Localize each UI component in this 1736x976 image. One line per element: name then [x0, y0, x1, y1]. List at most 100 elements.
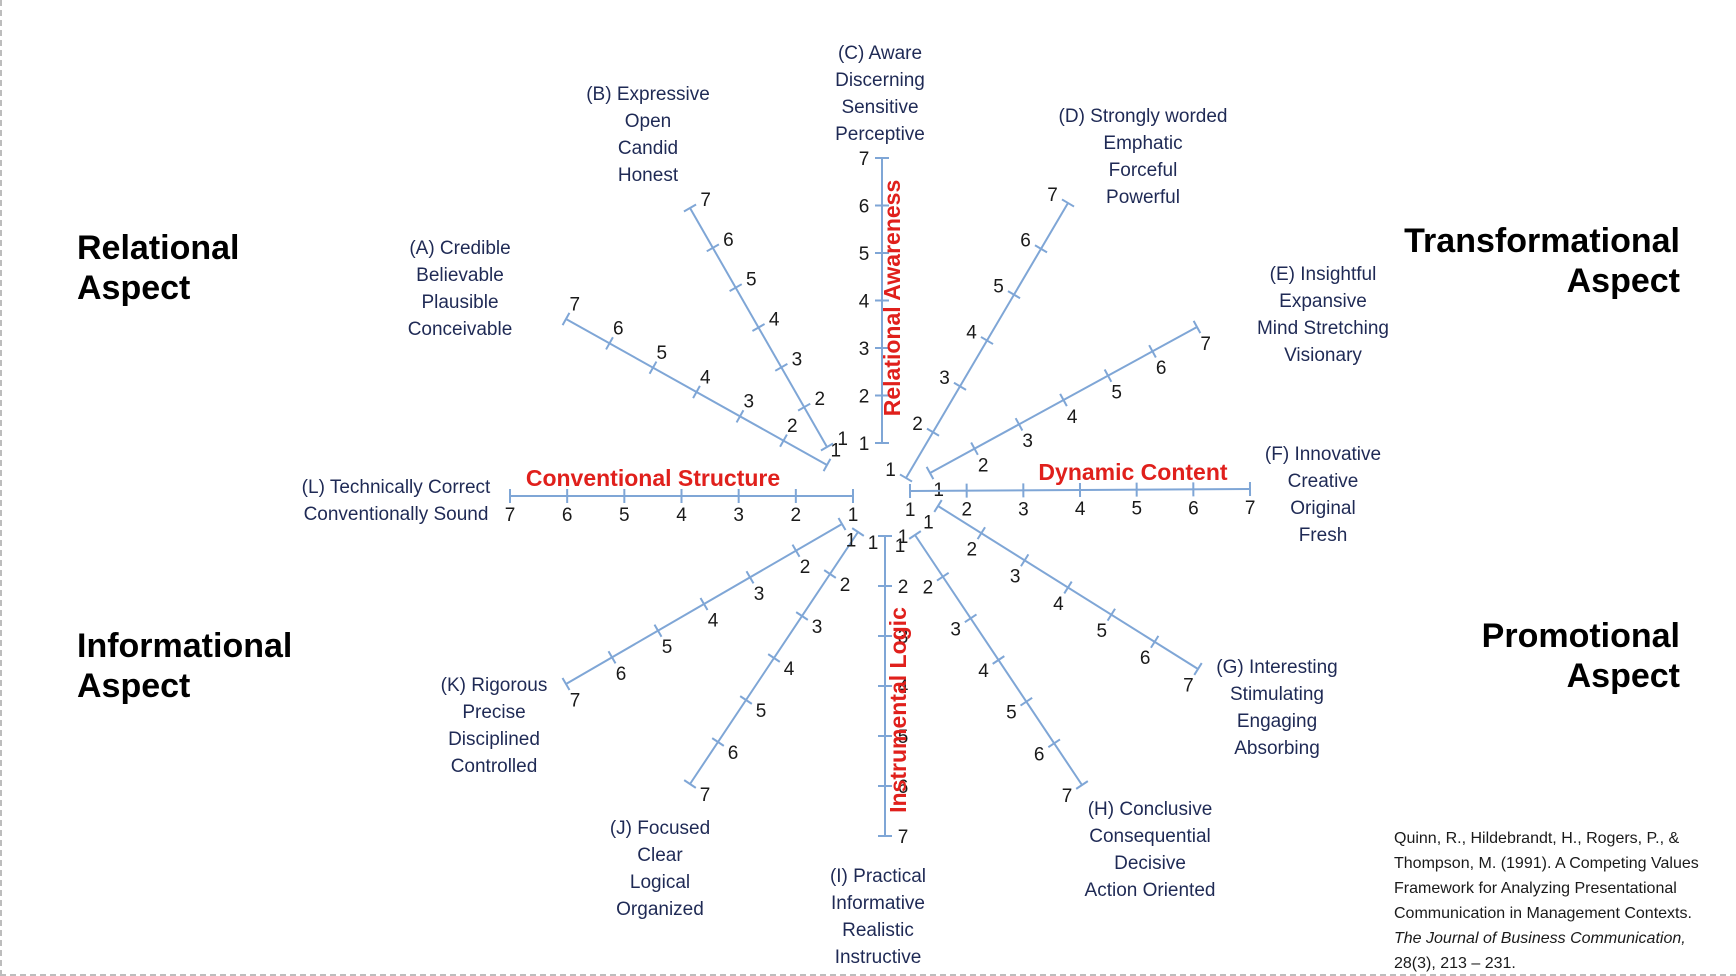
- trait-j-line-2: Clear: [637, 845, 683, 866]
- axis-k-tick-label-4: 4: [708, 611, 719, 632]
- axis-k-tick-label-5: 5: [662, 637, 673, 658]
- axis-a-tick-6: [605, 336, 614, 350]
- axis-k-tick-label-3: 3: [754, 584, 765, 605]
- trait-g-line-2: Stimulating: [1230, 684, 1324, 705]
- axis-e-tick-label-5: 5: [1111, 382, 1122, 403]
- axis-d-tick-2: [926, 427, 940, 437]
- axis-j-tick-label-2: 2: [840, 575, 851, 596]
- axis-i-tick-label-5: 5: [898, 727, 909, 748]
- axis-e-tick-label-2: 2: [978, 455, 989, 476]
- trait-c-line-1: (C) Aware: [838, 43, 922, 64]
- trait-k-line-4: Controlled: [451, 756, 538, 777]
- axis-h-tick-label-3: 3: [950, 619, 961, 640]
- axis-h-tick-label-1: 1: [895, 536, 906, 557]
- axis-a-tick-label-3: 3: [743, 392, 754, 413]
- axis-h-tick-label-4: 4: [978, 661, 989, 682]
- trait-g-line-1: (G) Interesting: [1216, 657, 1337, 678]
- trait-label-k: (K) Rigorous Precise Disciplined Control…: [441, 675, 548, 777]
- axis-a-tick-4: [692, 385, 701, 399]
- axis-j-tick-label-5: 5: [756, 701, 767, 722]
- axis-k-tick-label-1: 1: [846, 531, 857, 552]
- trait-h-line-3: Decisive: [1114, 853, 1186, 874]
- axis-a-tick-label-5: 5: [656, 343, 667, 364]
- trait-label-f: (F) Innovative Creative Original Fresh: [1265, 444, 1381, 546]
- axis-a-tick-label-6: 6: [613, 319, 624, 340]
- axis-e-tick-2: [970, 442, 979, 456]
- dimension-instrumental-logic: Instrumental Logic: [885, 607, 911, 813]
- axis-i-tick-label-2: 2: [898, 577, 909, 598]
- trait-a-line-3: Plausible: [421, 292, 498, 313]
- axis-c-tick-label-5: 5: [859, 244, 870, 265]
- trait-label-h: (H) Conclusive Consequential Decisive Ac…: [1085, 799, 1216, 901]
- axis-e-tick-label-4: 4: [1067, 407, 1078, 428]
- dimension-conventional-structure: Conventional Structure: [526, 465, 780, 491]
- trait-label-j: (J) Focused Clear Logical Organized: [610, 818, 710, 920]
- axis-j-tick-7: [683, 779, 697, 789]
- axis-f-tick-label-1: 1: [905, 500, 916, 521]
- axis-e-tick-label-7: 7: [1200, 334, 1211, 355]
- trait-d-line-3: Forceful: [1109, 160, 1178, 181]
- axis-i-tick-label-6: 6: [898, 777, 909, 798]
- axis-d-tick-label-3: 3: [939, 368, 950, 389]
- axis-d-tick-label-5: 5: [993, 277, 1004, 298]
- axis-d-tick-label-4: 4: [966, 322, 977, 343]
- axis-d: 1 2 3 4 5 6 7: [885, 185, 1075, 483]
- trait-j-line-1: (J) Focused: [610, 818, 710, 839]
- axis-h-tick-7: [1075, 780, 1089, 790]
- axis-b-tick-5: [729, 283, 743, 293]
- trait-b-line-1: (B) Expressive: [586, 84, 710, 105]
- trait-k-line-3: Disciplined: [448, 729, 540, 750]
- citation-line-3: Framework for Analyzing Presentational: [1394, 880, 1677, 897]
- axis-f-tick-label-3: 3: [1018, 499, 1029, 520]
- axis-c-tick-label-3: 3: [859, 339, 870, 360]
- axis-h-tick-5: [1019, 696, 1033, 707]
- axis-c-tick-label-1: 1: [859, 434, 870, 455]
- axis-c-tick-label-2: 2: [859, 387, 870, 408]
- axes-layer: 1234567123456712345671234567123456712345…: [505, 149, 1256, 848]
- citation-line-1: Quinn, R., Hildebrandt, H., Rogers, P., …: [1394, 830, 1680, 847]
- axis-b-tick-3: [774, 362, 788, 372]
- axis-a-tick-1: [822, 458, 832, 472]
- trait-g-line-3: Engaging: [1237, 711, 1317, 732]
- trait-e-line-3: Mind Stretching: [1257, 318, 1389, 339]
- trait-l-line-1: (L) Technically Correct: [302, 477, 491, 498]
- citation-issue: 28(3), 213 – 231.: [1394, 955, 1516, 972]
- axis-a-tick-label-4: 4: [700, 367, 711, 388]
- axis-d-tick-3: [953, 381, 967, 391]
- dimension-dynamic-content: Dynamic Content: [1038, 459, 1227, 485]
- axis-a-tick-2: [779, 434, 788, 448]
- axis-e-tick-1: [925, 466, 935, 480]
- axis-g-tick-1: [933, 499, 943, 513]
- axis-i-tick-label-3: 3: [898, 627, 909, 648]
- trait-h-line-1: (H) Conclusive: [1088, 799, 1213, 820]
- axis-b-tick-label-1: 1: [837, 429, 848, 450]
- trait-label-a: (A) Credible Believable Plausible Concei…: [408, 238, 513, 340]
- trait-f-line-2: Creative: [1288, 471, 1359, 492]
- axis-j-tick-2: [823, 569, 837, 579]
- trait-j-line-3: Logical: [630, 872, 690, 893]
- aspect-relational-line-2: Aspect: [77, 269, 190, 307]
- axis-e-tick-4: [1059, 393, 1068, 407]
- axis-b-tick-7: [683, 203, 697, 213]
- trait-i-line-4: Instructive: [835, 947, 922, 968]
- trait-d-line-2: Emphatic: [1103, 133, 1182, 154]
- axis-k-tick-4: [699, 597, 709, 611]
- trait-label-i: (I) Practical Informative Realistic Inst…: [830, 866, 926, 968]
- dimension-relational-awareness: Relational Awareness: [879, 180, 905, 417]
- axis-a-tick-label-2: 2: [787, 416, 798, 437]
- trait-l-line-2: Conventionally Sound: [304, 504, 489, 525]
- trait-label-b: (B) Expressive Open Candid Honest: [586, 84, 710, 186]
- axis-i-tick-label-7: 7: [898, 827, 909, 848]
- trait-c-line-3: Sensitive: [841, 97, 918, 118]
- trait-c-line-4: Perceptive: [835, 124, 925, 145]
- axis-a-tick-7: [561, 312, 571, 326]
- axis-g-tick-label-5: 5: [1096, 621, 1107, 642]
- axis-d-tick-7: [1061, 198, 1075, 208]
- axis-a-tick-label-1: 1: [830, 440, 841, 461]
- axis-f: 1 2 3 4 5 6 7: [905, 481, 1255, 521]
- axis-e-tick-3: [1014, 417, 1024, 431]
